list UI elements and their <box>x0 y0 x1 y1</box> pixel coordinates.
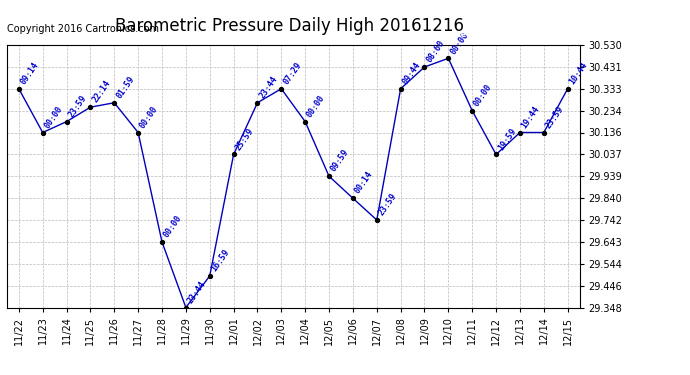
Point <box>204 273 215 279</box>
Text: 25:59: 25:59 <box>234 126 255 152</box>
Point <box>13 86 24 92</box>
Point <box>562 86 573 92</box>
Text: 19:44: 19:44 <box>520 104 542 130</box>
Text: 09:14: 09:14 <box>19 60 41 86</box>
Point <box>37 129 48 135</box>
Text: 00:14: 00:14 <box>353 170 375 196</box>
Text: 00:00: 00:00 <box>305 93 327 119</box>
Point <box>371 217 382 223</box>
Text: 00:00: 00:00 <box>138 104 160 130</box>
Point <box>491 152 502 157</box>
Text: 09:59: 09:59 <box>329 148 351 174</box>
Text: 10:44: 10:44 <box>568 60 589 86</box>
Text: 09:44: 09:44 <box>401 60 422 86</box>
Point <box>157 239 168 245</box>
Point <box>419 64 430 70</box>
Point <box>109 100 120 106</box>
Text: 22:14: 22:14 <box>90 79 112 105</box>
Point <box>395 86 406 92</box>
Text: 08:60: 08:60 <box>424 39 446 64</box>
Point <box>132 129 144 135</box>
Text: Barometric Pressure Daily High 20161216: Barometric Pressure Daily High 20161216 <box>115 17 464 35</box>
Point <box>252 100 263 106</box>
Point <box>443 56 454 62</box>
Text: 16:59: 16:59 <box>210 248 231 273</box>
Text: Copyright 2016 Cartronics.com: Copyright 2016 Cartronics.com <box>7 24 159 34</box>
Point <box>180 304 191 310</box>
Point <box>538 129 549 135</box>
Text: 23:59: 23:59 <box>377 192 399 217</box>
Point <box>324 173 335 179</box>
Text: 01:59: 01:59 <box>115 74 136 100</box>
Text: 07:29: 07:29 <box>282 60 303 86</box>
Text: 00:00: 00:00 <box>448 30 470 56</box>
Text: 23:44: 23:44 <box>186 279 208 305</box>
Point <box>515 129 526 135</box>
Text: 23:59: 23:59 <box>66 93 88 119</box>
Point <box>276 86 287 92</box>
Point <box>228 152 239 157</box>
Text: 23:44: 23:44 <box>257 74 279 100</box>
Text: 00:00: 00:00 <box>162 214 184 239</box>
Point <box>299 118 310 124</box>
Text: 23:59: 23:59 <box>544 104 566 130</box>
Text: 19:59: 19:59 <box>496 126 518 152</box>
Text: 00:00: 00:00 <box>43 104 64 130</box>
Point <box>85 104 96 110</box>
Point <box>61 118 72 124</box>
Point <box>347 195 358 201</box>
Point <box>466 108 477 114</box>
Text: 00:00: 00:00 <box>472 82 494 108</box>
Text: Pressure  (Inches/Hg): Pressure (Inches/Hg) <box>423 30 536 39</box>
